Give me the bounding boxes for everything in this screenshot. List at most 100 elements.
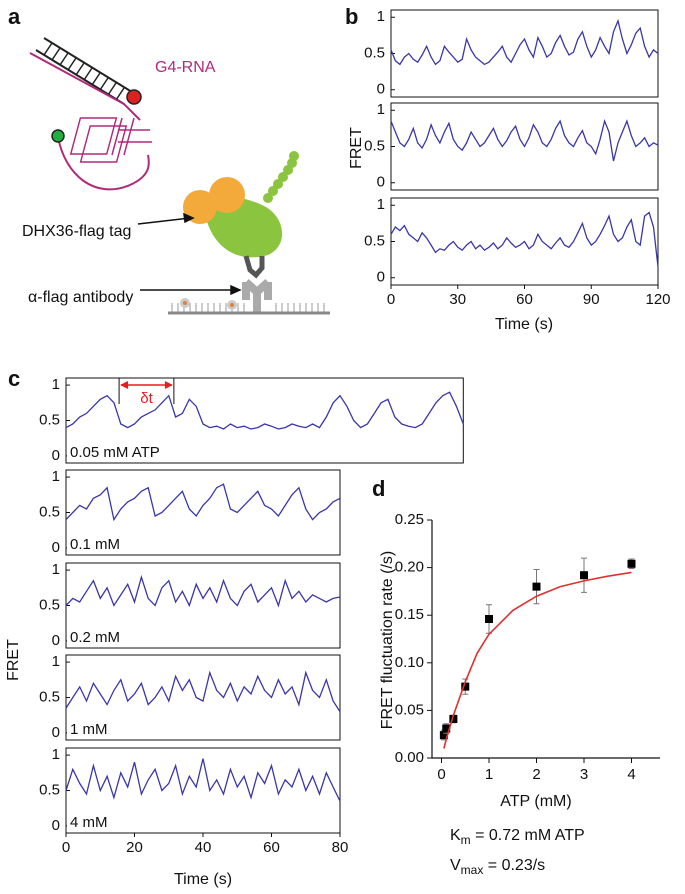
panel-letter: b bbox=[345, 4, 358, 29]
y-tick-label: 1 bbox=[377, 101, 385, 118]
panel-letter: a bbox=[8, 4, 21, 29]
fret-trace bbox=[65, 670, 341, 713]
data-point bbox=[442, 724, 451, 733]
label-bg bbox=[67, 535, 124, 554]
y-tick-label: 1 bbox=[377, 196, 385, 213]
axes bbox=[431, 520, 660, 759]
panel-letter: d bbox=[372, 476, 385, 501]
data-point bbox=[627, 559, 636, 568]
x-tick-label: 20 bbox=[126, 839, 143, 856]
fret-trace bbox=[65, 483, 341, 522]
y-tick-label: 1 bbox=[52, 376, 60, 393]
annotation-part: m bbox=[461, 833, 471, 847]
y-tick-label: 0.15 bbox=[395, 606, 424, 623]
x-tick-label: 30 bbox=[449, 291, 466, 308]
y-tick-label: 0 bbox=[52, 539, 60, 556]
y-tick-label: 1 bbox=[52, 561, 60, 578]
y-tick-label: 0 bbox=[377, 174, 385, 191]
label-bg bbox=[67, 628, 124, 647]
series-label: 0.2 mM bbox=[70, 629, 120, 646]
y-tick-label: 0.5 bbox=[39, 503, 60, 520]
y-tick-label: 0.5 bbox=[39, 688, 60, 705]
fret-trace bbox=[390, 118, 659, 162]
y-tick-label: 0.5 bbox=[364, 44, 385, 61]
y-tick-label: 0 bbox=[52, 632, 60, 649]
y-axis-label: FRET fluctuation rate (/s) bbox=[379, 551, 396, 729]
annotation-part: = 0.72 mM ATP bbox=[471, 827, 585, 844]
y-tick-label: 0.5 bbox=[39, 596, 60, 613]
data-point bbox=[461, 682, 470, 691]
data-point bbox=[439, 731, 448, 740]
linker bbox=[243, 255, 265, 279]
y-tick-label: 0.00 bbox=[395, 749, 424, 766]
donor-dye bbox=[51, 129, 65, 143]
y-tick-label: 1 bbox=[377, 8, 385, 25]
antibody bbox=[242, 279, 272, 312]
pointer-arrow bbox=[137, 212, 242, 296]
antibody-label: α-flag antibody bbox=[28, 289, 133, 306]
series-label: 0.05 mM ATP bbox=[70, 444, 160, 461]
x-axis-label: Time (s) bbox=[174, 871, 232, 888]
fret-trace bbox=[65, 758, 341, 802]
y-tick-label: 0.05 bbox=[395, 701, 424, 718]
x-tick-label: 1 bbox=[485, 766, 493, 783]
y-tick-label: 0 bbox=[52, 817, 60, 834]
y-tick-label: 1 bbox=[52, 468, 60, 485]
fit-curve bbox=[443, 571, 632, 749]
series-label: 4 mM bbox=[70, 814, 108, 831]
y-tick-label: 0 bbox=[52, 724, 60, 741]
label-bg bbox=[67, 720, 111, 739]
fret-trace bbox=[65, 391, 464, 430]
x-tick-label: 120 bbox=[645, 291, 670, 308]
y-tick-label: 0 bbox=[377, 269, 385, 286]
y-tick-label: 0.5 bbox=[364, 137, 385, 154]
annotation-part: K bbox=[450, 827, 461, 844]
data-point bbox=[485, 615, 493, 624]
y-tick-label: 0.20 bbox=[395, 559, 424, 576]
rna-strand bbox=[29, 52, 141, 121]
rna-duplex bbox=[35, 37, 133, 105]
flag-tag bbox=[263, 151, 299, 203]
y-axis-label: FRET bbox=[348, 127, 365, 169]
data-point bbox=[532, 582, 541, 591]
fret-trace bbox=[390, 211, 659, 267]
diagram: a G4-RNA bbox=[8, 4, 330, 315]
fret-trace bbox=[65, 574, 341, 608]
annotation-part: = 0.23/s bbox=[483, 857, 545, 874]
x-axis-label: Time (s) bbox=[495, 316, 553, 333]
x-tick-label: 2 bbox=[532, 766, 540, 783]
x-tick-label: 90 bbox=[583, 291, 600, 308]
series-label: 0.1 mM bbox=[70, 536, 120, 553]
y-tick-label: 0 bbox=[377, 81, 385, 98]
fret-trace bbox=[390, 18, 659, 66]
x-tick-label: 60 bbox=[263, 839, 280, 856]
x-tick-label: 0 bbox=[437, 766, 445, 783]
annotation: Vmax = 0.23/s bbox=[450, 857, 545, 877]
surface bbox=[168, 298, 330, 315]
label-bg bbox=[67, 813, 111, 832]
x-tick-label: 0 bbox=[387, 291, 395, 308]
x-axis-label: ATP (mM) bbox=[500, 793, 571, 810]
y-tick-label: 0 bbox=[52, 447, 60, 464]
x-tick-label: 60 bbox=[516, 291, 533, 308]
data-point bbox=[449, 714, 458, 723]
annotation: Km = 0.72 mM ATP bbox=[450, 827, 585, 847]
y-tick-label: 0.5 bbox=[39, 411, 60, 428]
panel-letter: c bbox=[8, 366, 20, 391]
y-tick-label: 0.10 bbox=[395, 654, 424, 671]
protein-label: DHX36-flag tag bbox=[22, 223, 131, 240]
y-tick-label: 0.25 bbox=[395, 511, 424, 528]
label-bg bbox=[67, 443, 163, 462]
acceptor-dye bbox=[126, 89, 142, 105]
data-point bbox=[580, 571, 588, 580]
annotation-part: max bbox=[461, 863, 484, 877]
series-label: 1 mM bbox=[70, 721, 108, 738]
domain bbox=[209, 177, 245, 213]
x-tick-label: 80 bbox=[332, 839, 349, 856]
y-tick-label: 0.5 bbox=[364, 232, 385, 249]
x-tick-label: 3 bbox=[580, 766, 588, 783]
x-tick-label: 0 bbox=[62, 839, 70, 856]
y-tick-label: 0.5 bbox=[39, 781, 60, 798]
y-tick-label: 1 bbox=[52, 746, 60, 763]
